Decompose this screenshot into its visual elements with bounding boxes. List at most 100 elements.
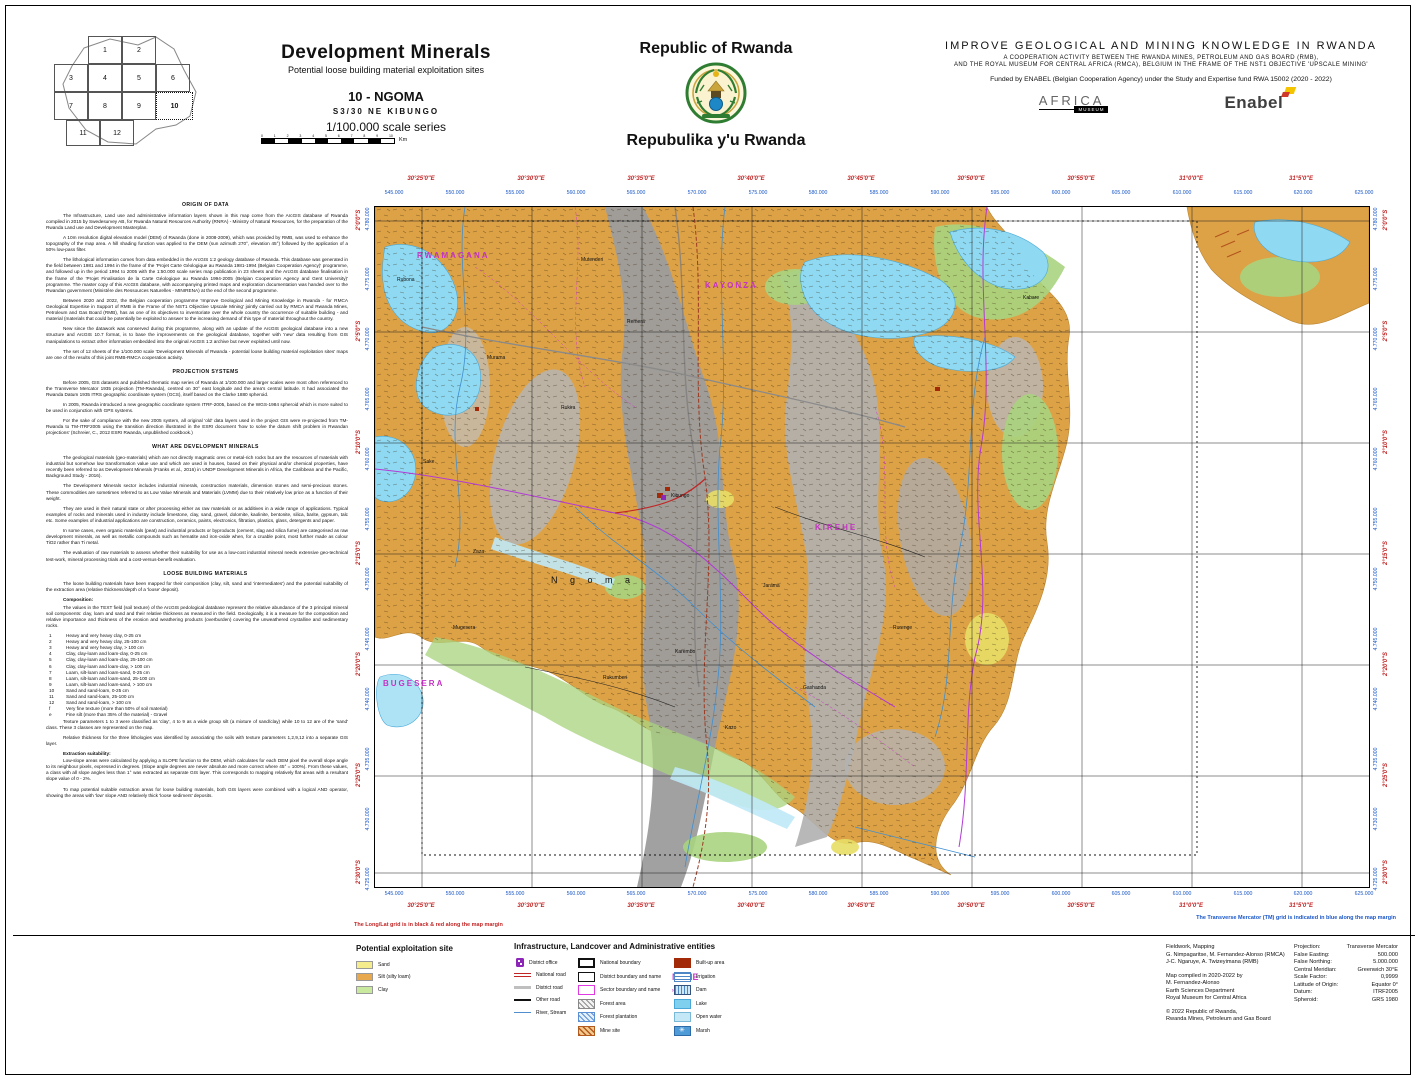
text-content: For the sake of compliance with the new … <box>46 418 348 436</box>
easting-label: 555.000 <box>505 190 525 196</box>
projection-parameter-row: False Easting: 500.000 <box>1294 952 1398 960</box>
latitude-label: 2°20'0"S <box>356 651 362 677</box>
index-cell: 4 <box>88 64 122 92</box>
series-subtitle: Potential loose building material exploi… <box>287 65 485 75</box>
projection-parameter-row: Projection: Transverse Mercator <box>1294 944 1398 952</box>
legend-swatch-icon <box>356 985 373 994</box>
text-content: The Development Minerals sector includes… <box>46 483 348 501</box>
parameter-value: GRS 1980 <box>1371 996 1398 1003</box>
district-name-label: BUGESERA <box>383 679 445 688</box>
compilation-credits: Map compiled in 2020-2022 by M. Fernandez… <box>1166 973 1398 1003</box>
easting-label: 600.000 <box>1051 891 1071 897</box>
northing-label: 4.775.000 <box>365 267 371 291</box>
easting-label: 600.000 <box>1051 190 1071 196</box>
easting-label: 625.000 <box>1354 891 1374 897</box>
country-header: Republic of Rwanda Repubulika y'u Rwanda <box>566 40 866 150</box>
list-item-number: 4 <box>49 651 52 657</box>
easting-label: 585.000 <box>869 891 889 897</box>
legend-item: Other road <box>514 996 598 1005</box>
scale-unit-label: Km <box>399 137 408 143</box>
index-cell: 3 <box>54 64 88 92</box>
easting-label: 620.000 <box>1293 190 1313 196</box>
text-block: 8 Loam, silt-loam and loam-sand, 25-100 c… <box>46 676 348 682</box>
text-content: WHAT ARE DEVELOPMENT MINERALS <box>152 444 259 451</box>
legend-item-label: Other road <box>536 997 560 1003</box>
longitude-label: 30°40'0"E <box>737 903 765 909</box>
northing-label: 4.780.000 <box>1373 207 1379 231</box>
text-content: Relative thickness for the three litholo… <box>46 734 348 746</box>
legend-item: National boundary <box>578 958 699 968</box>
text-block: To map potential suitable extraction are… <box>46 787 348 799</box>
top-easting-labels: 545.000 550.000 555.000 560.000 565.000 570.0… <box>374 190 1374 200</box>
text-block: 9 Loam, silt-loam and loam-sand, > 100 cm <box>46 682 348 688</box>
latitude-label: 2°25'0"S <box>356 762 362 788</box>
text-content: Clay, clay-loam and loam-clay, 25-100 cm <box>66 657 153 663</box>
text-content: Loam, silt-loam and loam-sand, 25-100 cm <box>66 675 155 681</box>
list-item-number: 12 <box>49 700 55 706</box>
easting-label: 590.000 <box>930 190 950 196</box>
credit-line: M. Fernandez-Alonso <box>1166 980 1220 987</box>
legend-item-label: Open water <box>696 1014 722 1020</box>
country-name-en: Republic of Rwanda <box>639 40 793 57</box>
text-block: Texture parameters 1 to 3 were classifie… <box>46 719 348 731</box>
easting-label: 590.000 <box>930 891 950 897</box>
list-item-number: 5 <box>49 657 52 663</box>
bottom-longitude-labels: 30°25'0"E 30°30'0"E 30°35'0"E 30°40'0"E 30°4… <box>374 903 1368 913</box>
credits-block: Fieldwork, Mapping G. Nimpagaritse, M. Fe… <box>1166 944 1398 1030</box>
legend-swatch-icon <box>578 1012 595 1022</box>
tm-grid-note: The Transverse Mercator (TM) grid is ind… <box>1196 915 1396 921</box>
text-content: Loam, silt-loam and loam-sand, 0-25 cm <box>66 669 150 675</box>
enabel-logo: Enabel <box>1224 87 1297 113</box>
latitude-label: 2°30'0"S <box>1383 859 1389 885</box>
parameter-value: 5.000.000 <box>1373 959 1398 966</box>
list-item-number: 9 <box>49 681 52 687</box>
sector-boundaries <box>474 207 916 768</box>
northing-label: 4.730.000 <box>1373 807 1379 831</box>
text-block: The set of 12 sheets of the 1/100.000 sc… <box>46 349 348 361</box>
list-item-number: 10 <box>49 688 55 693</box>
town-name-label: Kibungo <box>671 493 690 499</box>
legend-column-landcover: Built-up area Irrigation Dam Lake <box>674 958 758 1039</box>
text-block: Composition: <box>46 597 348 603</box>
northing-label: 4.750.000 <box>365 567 371 591</box>
longitude-label: 30°55'0"E <box>1067 903 1095 909</box>
northing-label: 4.725.000 <box>1373 867 1379 891</box>
credit-line: J-C. Ngaruye, A. Twizeyimana (RMB) <box>1166 959 1259 966</box>
town-name-label: Rukira <box>561 405 576 411</box>
text-content: New since the datawork was conserved dur… <box>46 326 348 344</box>
map-artwork <box>375 207 1369 887</box>
text-block: Relative thickness for the three litholo… <box>46 735 348 747</box>
easting-label: 620.000 <box>1293 891 1313 897</box>
text-block: The geological materials (geo-materials)… <box>46 455 348 479</box>
text-content: Sand and sand-loam, 0-25 cm <box>66 688 129 693</box>
easting-label: 610.000 <box>1172 190 1192 196</box>
northing-label: 4.745.000 <box>1373 627 1379 651</box>
sheet-index-map: 1 2 3 4 5 6 7 8 9 10 11 12 <box>54 32 210 152</box>
parameter-label: Central Meridian: <box>1294 966 1337 973</box>
northing-label: 4.765.000 <box>365 387 371 411</box>
district-name-label: RWAMAGANA <box>417 251 490 260</box>
town-name-label: Sake <box>423 459 435 465</box>
list-item-number: 8 <box>49 675 52 681</box>
projection-parameter-row: Spheroid: GRS 1980 <box>1294 997 1398 1005</box>
projection-parameter-row: Latitude of Origin: Equator 0° <box>1294 982 1398 990</box>
legend-item: Forest area <box>578 998 699 1009</box>
text-block: f Very fine texture (more than 50% of soi… <box>46 706 348 712</box>
longitude-label: 30°25'0"E <box>407 903 435 909</box>
northing-label: 4.770.000 <box>365 327 371 351</box>
project-title: IMPROVE GEOLOGICAL AND MINING KNOWLEDGE … <box>945 40 1377 52</box>
easting-label: 595.000 <box>990 190 1010 196</box>
town-name-label: Kazo <box>725 725 737 731</box>
easting-label: 575.000 <box>748 190 768 196</box>
scale-bar: 0 1 2 3 4 5 6 7 8 9 10 Km <box>261 134 411 144</box>
legend-item: National road <box>514 971 598 980</box>
text-block: 7 Loam, silt-loam and loam-sand, 0-25 cm <box>46 670 348 676</box>
longitude-label: 30°50'0"E <box>957 903 985 909</box>
town-name-label: Gashanda <box>803 685 827 691</box>
easting-label: 565.000 <box>626 891 646 897</box>
legend-item-label: Lake <box>696 1000 707 1007</box>
longitude-label: 31°0'0"E <box>1178 176 1204 182</box>
projection-parameter-row: Central Meridian: Greenwich 30°E <box>1294 967 1398 975</box>
text-content: Clay, clay-loam and loam-clay, 0-25 cm <box>66 651 148 657</box>
text-block: The lithological information comes from … <box>46 257 348 294</box>
